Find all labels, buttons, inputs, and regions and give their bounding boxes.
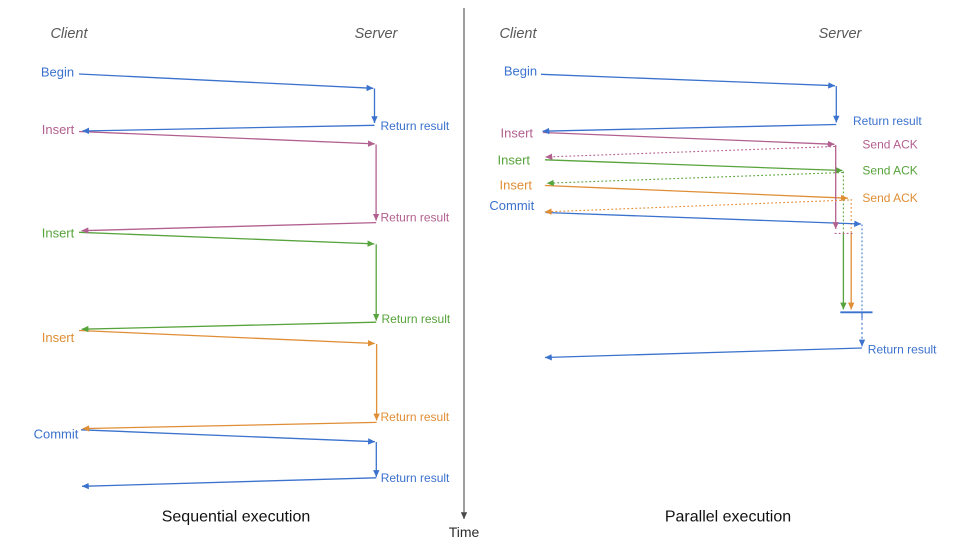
svg-text:Server: Server <box>819 26 863 42</box>
svg-text:Return result: Return result <box>381 410 450 424</box>
svg-text:Insert: Insert <box>42 122 75 137</box>
svg-text:Insert: Insert <box>42 225 75 240</box>
svg-text:Return result: Return result <box>381 119 450 133</box>
svg-text:Time: Time <box>449 524 480 540</box>
svg-text:Return result: Return result <box>853 114 922 128</box>
svg-text:Client: Client <box>50 26 88 42</box>
svg-text:Send ACK: Send ACK <box>862 137 917 151</box>
svg-text:Begin: Begin <box>41 65 74 80</box>
svg-text:Insert: Insert <box>42 330 75 345</box>
svg-text:Commit: Commit <box>34 426 79 441</box>
svg-text:Return result: Return result <box>381 471 450 485</box>
svg-text:Client: Client <box>499 26 537 42</box>
svg-text:Insert: Insert <box>498 152 531 167</box>
svg-text:Parallel execution: Parallel execution <box>665 508 791 525</box>
svg-text:Return result: Return result <box>868 342 937 356</box>
svg-text:Sequential execution: Sequential execution <box>162 508 311 525</box>
svg-text:Return result: Return result <box>381 211 450 225</box>
svg-text:Send ACK: Send ACK <box>862 163 917 177</box>
svg-text:Insert: Insert <box>501 126 534 141</box>
svg-text:Commit: Commit <box>489 198 534 213</box>
svg-text:Begin: Begin <box>504 64 537 79</box>
svg-text:Server: Server <box>355 26 399 42</box>
svg-text:Insert: Insert <box>500 177 533 192</box>
svg-text:Send ACK: Send ACK <box>862 191 917 205</box>
svg-text:Return result: Return result <box>382 312 451 326</box>
